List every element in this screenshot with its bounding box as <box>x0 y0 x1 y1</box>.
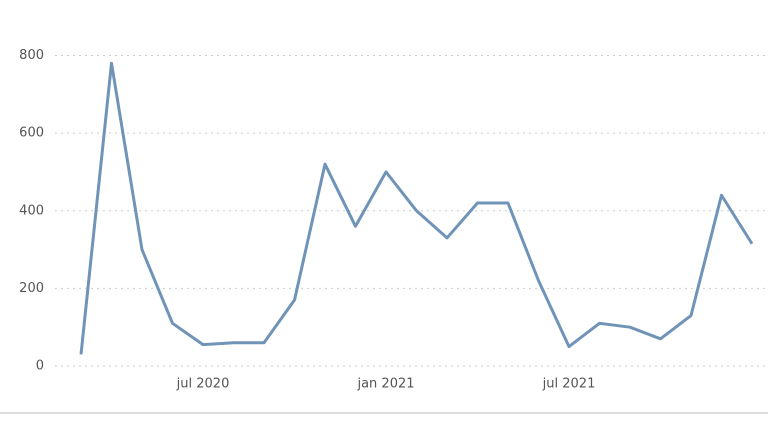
y-tick-label: 0 <box>36 359 44 374</box>
data-line <box>79 61 754 355</box>
y-tick-label: 600 <box>19 126 44 141</box>
y-tick-label: 200 <box>19 281 44 296</box>
y-tick-label: 800 <box>19 48 44 63</box>
x-tick-label: jul 2021 <box>542 377 596 392</box>
x-tick-label: jul 2020 <box>176 377 230 392</box>
x-tick-label: jan 2021 <box>356 377 414 392</box>
y-tick-label: 400 <box>19 203 44 218</box>
